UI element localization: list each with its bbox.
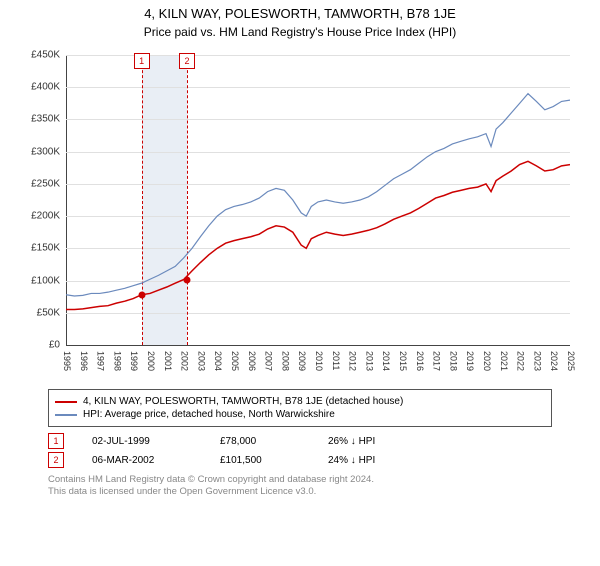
x-tick-label: 2019 <box>465 351 475 371</box>
y-tick-label: £250K <box>31 178 60 189</box>
x-tick-label: 2000 <box>146 351 156 371</box>
sale-change: 24% ↓ HPI <box>328 455 375 466</box>
chart-title: 4, KILN WAY, POLESWORTH, TAMWORTH, B78 1… <box>0 6 600 21</box>
plot-area: 12 <box>66 55 570 345</box>
x-tick-label: 1998 <box>112 351 122 371</box>
legend-swatch-2 <box>55 414 77 416</box>
sale-index-box: 1 <box>48 433 64 449</box>
legend-row: HPI: Average price, detached house, Nort… <box>55 409 545 420</box>
sale-price: £101,500 <box>220 455 300 466</box>
x-tick-label: 2017 <box>432 351 442 371</box>
x-tick-label: 2015 <box>398 351 408 371</box>
y-tick-label: £400K <box>31 82 60 93</box>
x-tick-label: 2001 <box>163 351 173 371</box>
footnote-line: Contains HM Land Registry data © Crown c… <box>48 474 552 486</box>
chart-container: 12 £0£50K£100K£150K£200K£250K£300K£350K£… <box>20 45 580 385</box>
x-tick-label: 2010 <box>314 351 324 371</box>
marker-box: 2 <box>179 53 195 69</box>
x-tick-label: 2009 <box>297 351 307 371</box>
sale-dot <box>138 291 145 298</box>
y-tick-label: £350K <box>31 114 60 125</box>
x-tick-label: 2002 <box>180 351 190 371</box>
x-tick-label: 2004 <box>213 351 223 371</box>
x-tick-label: 2007 <box>264 351 274 371</box>
y-tick-label: £100K <box>31 275 60 286</box>
y-tick-label: £150K <box>31 243 60 254</box>
x-tick-label: 2003 <box>196 351 206 371</box>
x-tick-label: 2018 <box>448 351 458 371</box>
series-line-hpi <box>66 94 570 296</box>
x-tick-label: 2025 <box>566 351 576 371</box>
footnote: Contains HM Land Registry data © Crown c… <box>48 474 552 499</box>
x-tick-label: 1996 <box>79 351 89 371</box>
footnote-line: This data is licensed under the Open Gov… <box>48 486 552 498</box>
legend: 4, KILN WAY, POLESWORTH, TAMWORTH, B78 1… <box>48 389 552 427</box>
sales-table: 1 02-JUL-1999 £78,000 26% ↓ HPI 2 06-MAR-2002… <box>48 433 552 468</box>
x-tick-label: 2008 <box>280 351 290 371</box>
legend-label-1: 4, KILN WAY, POLESWORTH, TAMWORTH, B78 1… <box>83 396 403 407</box>
chart-subtitle: Price paid vs. HM Land Registry's House … <box>0 25 600 39</box>
x-tick-label: 2013 <box>364 351 374 371</box>
sale-row: 2 06-MAR-2002 £101,500 24% ↓ HPI <box>48 452 552 468</box>
legend-swatch-1 <box>55 401 77 403</box>
sale-index-box: 2 <box>48 452 64 468</box>
x-tick-label: 2011 <box>331 351 341 370</box>
series-line-price_paid <box>66 161 570 309</box>
sale-price: £78,000 <box>220 436 300 447</box>
y-tick-label: £0 <box>49 340 60 351</box>
x-tick-label: 2012 <box>348 351 358 371</box>
sale-row: 1 02-JUL-1999 £78,000 26% ↓ HPI <box>48 433 552 449</box>
x-tick-label: 2006 <box>247 351 257 371</box>
x-tick-label: 2014 <box>381 351 391 371</box>
sale-dot <box>183 276 190 283</box>
x-tick-label: 2005 <box>230 351 240 371</box>
y-tick-label: £300K <box>31 146 60 157</box>
x-axis <box>66 345 570 346</box>
x-tick-label: 2020 <box>482 351 492 371</box>
x-tick-label: 2023 <box>532 351 542 371</box>
x-tick-label: 1995 <box>62 351 72 371</box>
x-tick-label: 2024 <box>549 351 559 371</box>
sale-date: 06-MAR-2002 <box>92 455 192 466</box>
y-tick-label: £450K <box>31 50 60 61</box>
legend-label-2: HPI: Average price, detached house, Nort… <box>83 409 335 420</box>
line-svg <box>66 55 570 345</box>
marker-box: 1 <box>134 53 150 69</box>
x-tick-label: 1997 <box>96 351 106 371</box>
sale-change: 26% ↓ HPI <box>328 436 375 447</box>
x-tick-label: 2016 <box>415 351 425 371</box>
y-tick-label: £200K <box>31 211 60 222</box>
x-tick-label: 2021 <box>499 351 509 371</box>
x-tick-label: 1999 <box>129 351 139 371</box>
x-tick-label: 2022 <box>516 351 526 371</box>
y-tick-label: £50K <box>37 307 60 318</box>
sale-date: 02-JUL-1999 <box>92 436 192 447</box>
legend-row: 4, KILN WAY, POLESWORTH, TAMWORTH, B78 1… <box>55 396 545 407</box>
